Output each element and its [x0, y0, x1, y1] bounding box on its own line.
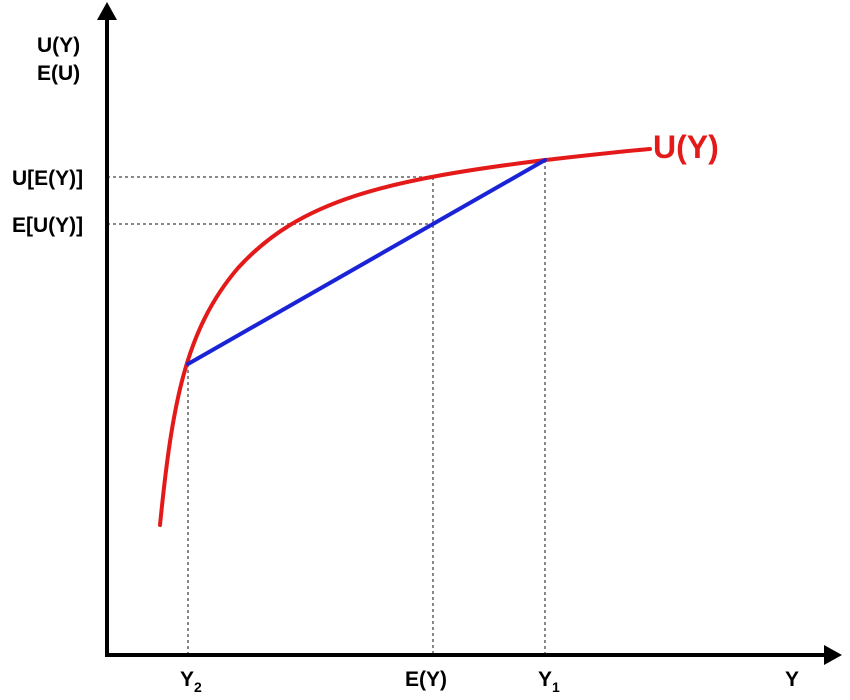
utility-curve — [158, 147, 652, 527]
tick-y1-sub: 1 — [552, 679, 560, 695]
x-axis-arrow-icon — [824, 645, 842, 665]
tick-y1: Y1 — [538, 668, 560, 695]
tick-y2: Y2 — [180, 668, 202, 695]
tick-u-of-ey: U[E(Y)] — [12, 167, 83, 190]
x-axis-label: Y — [785, 668, 799, 691]
expected-utility-chord — [186, 158, 547, 366]
tick-y1-base: Y — [538, 668, 552, 691]
tick-ey: E(Y) — [405, 668, 447, 691]
y-axis-label-line2: E(U) — [37, 62, 80, 85]
guide-lines — [107, 160, 546, 655]
y-axis-label-line1: U(Y) — [37, 34, 80, 57]
tick-eu-of-y: E[U(Y)] — [12, 214, 83, 237]
tick-y2-sub: 2 — [194, 679, 202, 695]
y-axis-arrow-icon — [97, 2, 117, 20]
curve-label: U(Y) — [653, 129, 719, 165]
tick-y2-base: Y — [180, 668, 194, 691]
